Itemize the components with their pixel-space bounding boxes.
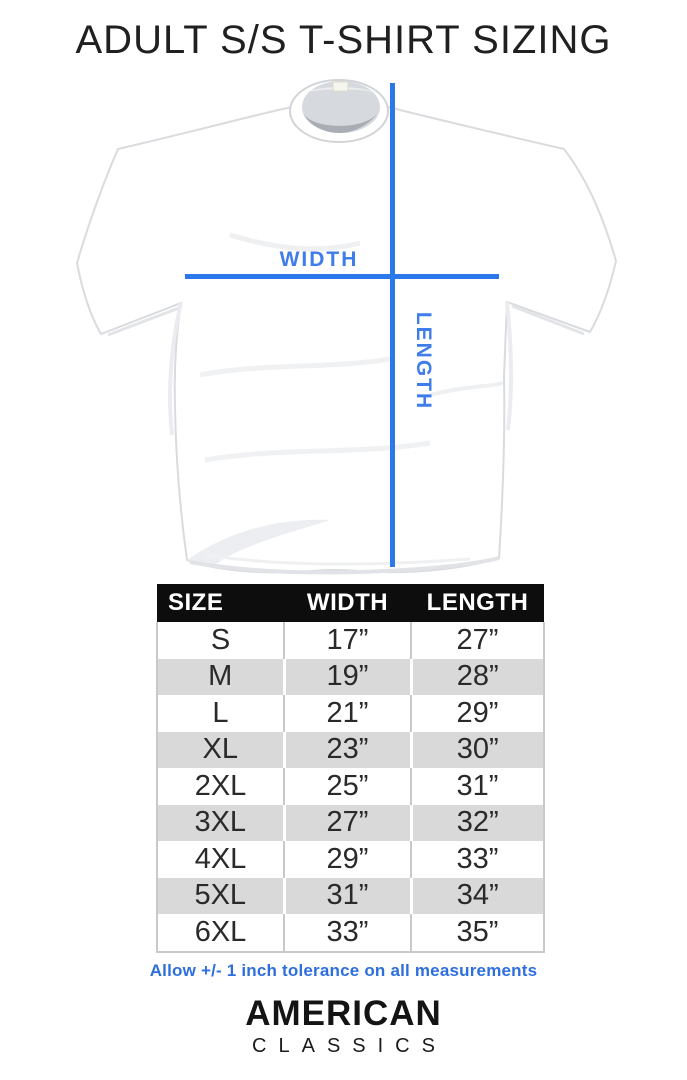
table-row: 3XL 27” 32” bbox=[156, 804, 545, 841]
table-cell: L bbox=[156, 695, 285, 732]
table-cell: 5XL bbox=[156, 877, 286, 914]
collar-opening bbox=[302, 81, 380, 133]
table-row: M 19” 28” bbox=[156, 658, 545, 695]
header-width: WIDTH bbox=[284, 584, 411, 622]
table-cell: 6XL bbox=[156, 914, 285, 953]
table-cell: 29” bbox=[411, 695, 545, 732]
table-cell: 27” bbox=[284, 804, 413, 841]
header-size: SIZE bbox=[157, 584, 284, 622]
table-row: 4XL 29” 33” bbox=[156, 841, 545, 878]
length-label: LENGTH bbox=[412, 312, 435, 410]
table-cell: 31” bbox=[284, 877, 413, 914]
tolerance-note: Allow +/- 1 inch tolerance on all measur… bbox=[149, 961, 538, 980]
table-cell: 17” bbox=[284, 622, 412, 659]
header-length: LENGTH bbox=[411, 584, 544, 622]
width-label: WIDTH bbox=[280, 248, 359, 271]
table-row: 6XL 33” 35” bbox=[156, 914, 545, 953]
table-cell: M bbox=[156, 658, 286, 695]
table-row: S 17” 27” bbox=[156, 622, 545, 659]
table-row: 2XL 25” 31” bbox=[156, 768, 545, 805]
collar-tag bbox=[332, 81, 349, 92]
brand-name-american: AMERICAN bbox=[245, 994, 442, 1033]
table-row: L 21” 29” bbox=[156, 695, 545, 732]
table-cell: 3XL bbox=[156, 804, 286, 841]
table-cell: 28” bbox=[411, 658, 545, 695]
table-cell: 2XL bbox=[156, 768, 285, 805]
table-cell: 29” bbox=[284, 841, 412, 878]
tshirt-body bbox=[76, 98, 617, 574]
size-table-body: S 17” 27” M 19” 28” L 21” 29” XL 23” 30” 2XL 25” 31” 3X… bbox=[156, 622, 545, 953]
table-row: 5XL 31” 34” bbox=[156, 877, 545, 914]
table-cell: 33” bbox=[284, 914, 412, 953]
table-cell: 33” bbox=[411, 841, 545, 878]
table-cell: 30” bbox=[411, 731, 545, 768]
table-cell: 31” bbox=[411, 768, 545, 805]
header-row: SIZE WIDTH LENGTH bbox=[157, 584, 544, 622]
width-line bbox=[185, 274, 499, 279]
table-cell: S bbox=[156, 622, 285, 659]
length-line bbox=[390, 83, 395, 567]
table-cell: 32” bbox=[411, 804, 545, 841]
table-cell: 23” bbox=[284, 731, 413, 768]
tshirt-illustration: WIDTH LENGTH bbox=[76, 79, 617, 575]
table-cell: 27” bbox=[411, 622, 545, 659]
brand-name-classics: CLASSICS bbox=[252, 1035, 447, 1057]
table-cell: XL bbox=[156, 731, 286, 768]
size-chart-header: SIZE WIDTH LENGTH bbox=[157, 584, 544, 622]
table-row: XL 23” 30” bbox=[156, 731, 545, 768]
page-title: ADULT S/S T-SHIRT SIZING bbox=[75, 18, 612, 62]
table-cell: 35” bbox=[411, 914, 545, 953]
table-cell: 21” bbox=[284, 695, 412, 732]
table-cell: 4XL bbox=[156, 841, 285, 878]
table-cell: 25” bbox=[284, 768, 412, 805]
table-cell: 19” bbox=[284, 658, 413, 695]
brand-logo: AMERICAN CLASSICS bbox=[0, 996, 687, 1056]
size-chart-table: SIZE WIDTH LENGTH S 17” 27” M 19” 28” L 21” 29” X… bbox=[156, 584, 545, 953]
table-cell: 34” bbox=[411, 877, 545, 914]
